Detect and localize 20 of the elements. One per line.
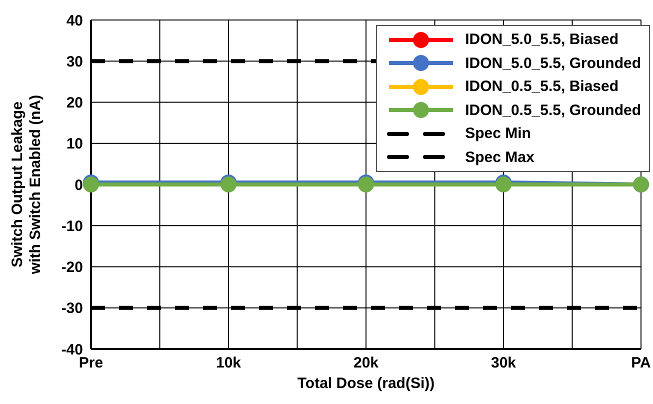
y-tick-label: -10 <box>61 218 83 235</box>
legend-label: IDON_5.0_5.5, Grounded <box>465 54 641 72</box>
y-tick-label: -20 <box>61 259 83 276</box>
x-tick-label: 30k <box>490 354 517 372</box>
y-tick-label: 10 <box>66 136 83 153</box>
y-tick-label: 40 <box>66 12 83 30</box>
x-tick-label: 10k <box>216 354 242 372</box>
y-tick-label: 0 <box>74 176 83 194</box>
legend-label: IDON_0.5_5.5, Biased <box>465 78 619 96</box>
legend-label: Spec Max <box>465 148 534 166</box>
y-tick-label: 20 <box>66 94 83 112</box>
y-tick-label: -30 <box>61 300 83 318</box>
y-axis-title: Switch Output Leakage with Switch Enabled (nA) <box>9 94 44 276</box>
x-tick-label: 20k <box>353 354 380 372</box>
legend-label: IDON_5.0_5.5, Biased <box>465 31 619 48</box>
x-axis-title: Total Dose (rad(Si)) <box>297 375 435 392</box>
x-tick-label: PA <box>631 354 652 372</box>
legend-label: Spec Min <box>465 125 531 142</box>
y-tick-label: 30 <box>66 53 83 70</box>
legend-label: IDON_0.5_5.5, Grounded <box>465 102 641 119</box>
